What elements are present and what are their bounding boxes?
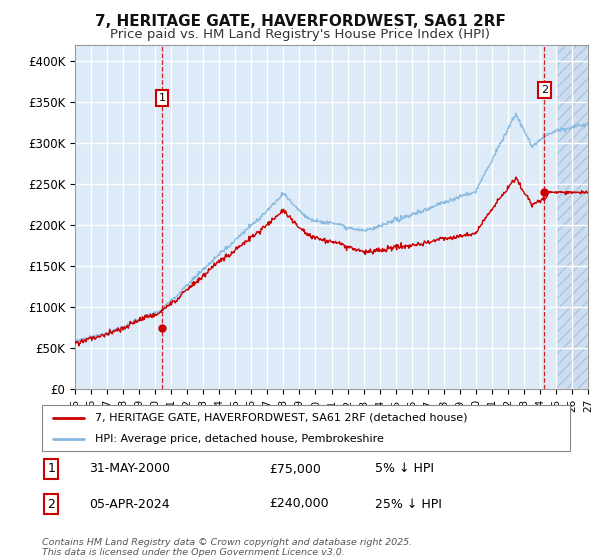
Text: 2: 2 [47, 497, 55, 511]
Text: HPI: Average price, detached house, Pembrokeshire: HPI: Average price, detached house, Pemb… [95, 435, 383, 444]
Text: £75,000: £75,000 [269, 463, 321, 475]
Text: Price paid vs. HM Land Registry's House Price Index (HPI): Price paid vs. HM Land Registry's House … [110, 28, 490, 41]
FancyBboxPatch shape [42, 405, 570, 451]
Text: 2: 2 [541, 85, 548, 95]
Text: 31-MAY-2000: 31-MAY-2000 [89, 463, 170, 475]
Text: 1: 1 [158, 93, 166, 103]
Text: 7, HERITAGE GATE, HAVERFORDWEST, SA61 2RF: 7, HERITAGE GATE, HAVERFORDWEST, SA61 2R… [95, 14, 505, 29]
Text: 25% ↓ HPI: 25% ↓ HPI [374, 497, 442, 511]
Text: £240,000: £240,000 [269, 497, 329, 511]
Text: 1: 1 [47, 463, 55, 475]
Text: Contains HM Land Registry data © Crown copyright and database right 2025.
This d: Contains HM Land Registry data © Crown c… [42, 538, 412, 557]
Text: 05-APR-2024: 05-APR-2024 [89, 497, 170, 511]
Text: 5% ↓ HPI: 5% ↓ HPI [374, 463, 434, 475]
Text: 7, HERITAGE GATE, HAVERFORDWEST, SA61 2RF (detached house): 7, HERITAGE GATE, HAVERFORDWEST, SA61 2R… [95, 413, 467, 423]
